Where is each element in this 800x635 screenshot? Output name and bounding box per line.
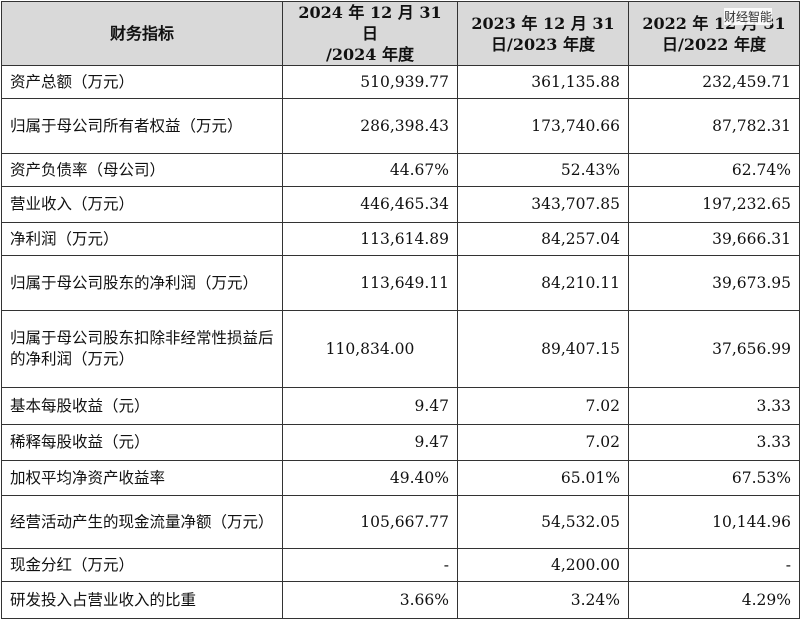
- table-row: 资产负债率（母公司） 44.67% 52.43% 62.74%: [1, 153, 800, 187]
- table-row: 归属于母公司所有者权益（万元） 286,398.43 173,740.66 87…: [1, 98, 800, 154]
- header-2022: 2022 年 12 月 31 日/2022 年度: [628, 1, 800, 66]
- table-row: 基本每股收益（元） 9.47 7.02 3.33: [1, 387, 800, 425]
- table-row: 营业收入（万元） 446,465.34 343,707.85 197,232.6…: [1, 186, 800, 223]
- watermark-text: 财经智能: [723, 8, 772, 25]
- table-row: 加权平均净资产收益率 49.40% 65.01% 67.53%: [1, 460, 800, 496]
- table-row: 归属于母公司股东扣除非经常性损益后的净利润（万元） 110,834.00 89,…: [1, 310, 800, 388]
- table-row: 净利润（万元） 113,614.89 84,257.04 39,666.31: [1, 222, 800, 256]
- table-row: 研发投入占营业收入的比重 3.66% 3.24% 4.29%: [1, 581, 800, 619]
- table-row: 稀释每股收益（元） 9.47 7.02 3.33: [1, 424, 800, 461]
- table-row: 归属于母公司股东的净利润（万元） 113,649.11 84,210.11 39…: [1, 255, 800, 311]
- header-2023: 2023 年 12 月 31 日/2023 年度: [457, 1, 629, 66]
- header-2024: 2024 年 12 月 31 日/2024 年度: [282, 1, 458, 66]
- table-row: 资产总额（万元） 510,939.77 361,135.88 232,459.7…: [1, 65, 800, 99]
- table-row: 现金分红（万元） - 4,200.00 -: [1, 548, 800, 582]
- financial-indicators-table: 财务指标 2024 年 12 月 31 日/2024 年度 2023 年 12 …: [1, 1, 800, 619]
- table-row: 经营活动产生的现金流量净额（万元） 105,667.77 54,532.05 1…: [1, 495, 800, 549]
- header-indicator: 财务指标: [1, 1, 283, 66]
- header-row: 财务指标 2024 年 12 月 31 日/2024 年度 2023 年 12 …: [1, 1, 800, 66]
